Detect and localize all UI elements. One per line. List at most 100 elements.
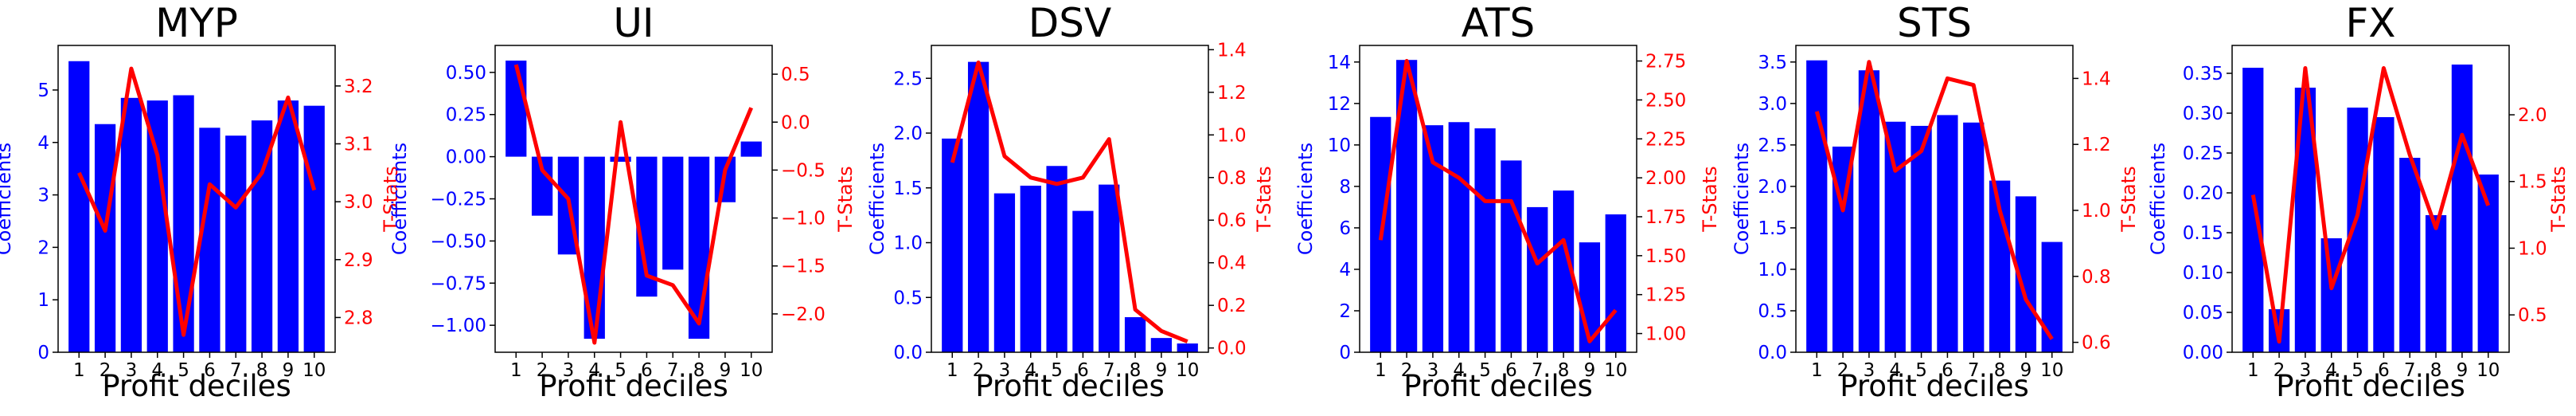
right-tick-label: −0.5: [781, 160, 825, 181]
bar: [505, 61, 527, 157]
x-axis-label: Profit deciles: [1840, 369, 2028, 403]
left-tick-label: 4: [37, 133, 49, 154]
x-tick-label: 8: [1558, 360, 1570, 381]
left-axis-label: Coefficients: [388, 143, 411, 255]
axes-frame: [1795, 45, 2074, 353]
x-tick-label: 10: [1176, 360, 1199, 381]
x-tick-label: 8: [256, 360, 268, 381]
x-axis-label: Profit deciles: [2276, 369, 2465, 403]
bar: [2242, 68, 2264, 352]
x-tick-label: 5: [615, 360, 626, 381]
bar: [1963, 122, 1985, 352]
right-tick-label: 2.75: [1645, 52, 1686, 73]
left-tick-label: 0.25: [446, 105, 486, 126]
left-tick-label: 12: [1328, 94, 1351, 115]
bar: [225, 135, 247, 352]
right-axis-label: T-Stats: [2547, 166, 2570, 232]
x-tick-label: 6: [1505, 360, 1517, 381]
x-tick-label: 9: [2457, 360, 2469, 381]
tstat-line: [1378, 59, 1618, 343]
x-tick-label: 9: [2020, 360, 2032, 381]
bar: [146, 100, 168, 352]
right-tick-label: 2.9: [344, 250, 373, 271]
bar: [2373, 117, 2395, 352]
bar: [1884, 121, 1906, 352]
right-tick-label: 1.25: [1645, 285, 1686, 306]
right-tick-label: 3.0: [344, 192, 373, 213]
bar: [1020, 186, 1041, 352]
right-tick-label: 2.8: [344, 308, 373, 328]
x-tick-label: 1: [510, 360, 522, 381]
right-tick-label: 1.4: [1217, 40, 1247, 61]
bar: [1072, 210, 1094, 352]
right-tick-label: 2.0: [2518, 105, 2547, 126]
left-tick-label: 1.0: [893, 234, 923, 254]
x-tick-label: 9: [283, 360, 295, 381]
left-tick-label: 3.0: [1758, 94, 1787, 115]
x-tick-label: 5: [1479, 360, 1491, 381]
chart-title: MYP: [155, 0, 238, 46]
left-tick-label: −0.75: [431, 273, 486, 294]
bar: [1605, 214, 1626, 352]
left-tick-label: 2: [37, 237, 49, 258]
bar: [1501, 160, 1522, 352]
x-tick-label: 3: [1864, 360, 1875, 381]
bar: [1177, 343, 1198, 352]
left-tick-label: 0: [1339, 343, 1351, 363]
left-tick-label: 0.05: [2183, 303, 2223, 324]
left-axis-label: Coefficients: [2147, 143, 2169, 255]
left-tick-label: 2.0: [893, 124, 923, 144]
bar: [303, 105, 325, 352]
right-tick-label: −2.0: [781, 304, 825, 325]
right-axis-label: T-Stats: [1253, 166, 1275, 232]
axes-frame: [1359, 45, 1637, 353]
right-tick-label: 1.0: [2082, 201, 2111, 222]
left-tick-label: 3: [37, 186, 49, 206]
x-tick-label: 10: [302, 360, 326, 381]
bar: [199, 128, 221, 353]
left-tick-label: 14: [1328, 53, 1351, 73]
x-tick-label: 8: [693, 360, 705, 381]
x-tick-label: 4: [588, 360, 600, 381]
tstat-line: [513, 64, 754, 345]
left-tick-label: −0.25: [431, 190, 486, 210]
x-tick-label: 5: [1051, 360, 1063, 381]
left-tick-label: 4: [1339, 260, 1351, 281]
right-tick-label: 1.50: [1645, 246, 1686, 267]
left-tick-label: 0.35: [2183, 64, 2223, 84]
left-tick-label: 0.5: [893, 288, 923, 308]
x-tick-label: 4: [1025, 360, 1036, 381]
left-tick-label: 5: [37, 80, 49, 101]
chart-panel-sts: 1 2 3 4 5 6 7 8 9 10 0.0 0.5 1.0 1.5 2.0 2.5 3.0 3.5 0.6 0.…: [1731, 0, 2140, 403]
bar: [2320, 238, 2342, 352]
bar: [1448, 122, 1469, 352]
bar: [1858, 70, 1880, 352]
chart-title: FX: [2345, 0, 2395, 46]
x-tick-label: 5: [178, 360, 189, 381]
x-tick-label: 8: [1130, 360, 1142, 381]
left-tick-label: 2.0: [1758, 177, 1787, 198]
x-tick-label: 2: [2274, 360, 2285, 381]
left-tick-label: 2.5: [893, 69, 923, 89]
bar: [688, 156, 710, 339]
bar: [942, 138, 963, 352]
left-tick-label: 0.00: [2183, 343, 2223, 363]
right-tick-label: 1.00: [1645, 324, 1686, 345]
left-tick-label: −0.50: [431, 231, 486, 252]
left-axis-label: Coefficients: [1731, 143, 1753, 255]
x-axis-label: Profit deciles: [539, 369, 728, 403]
x-tick-label: 9: [1584, 360, 1596, 381]
x-tick-label: 7: [230, 360, 242, 381]
x-tick-label: 6: [2378, 360, 2390, 381]
right-tick-label: 1.5: [2518, 172, 2547, 193]
x-tick-label: 3: [2300, 360, 2312, 381]
x-tick-label: 3: [126, 360, 138, 381]
left-tick-label: 1: [37, 290, 49, 311]
bar: [120, 97, 142, 353]
right-tick-label: 0.6: [2082, 333, 2111, 354]
axes-frame: [931, 45, 1209, 353]
x-tick-label: 3: [1427, 360, 1439, 381]
bar: [2451, 65, 2473, 352]
tstat-line: [1814, 60, 2054, 340]
chart-panel-myp: 1 2 3 4 5 6 7 8 9 100123452.82.93.03.13.2Coeffici…: [0, 0, 402, 403]
